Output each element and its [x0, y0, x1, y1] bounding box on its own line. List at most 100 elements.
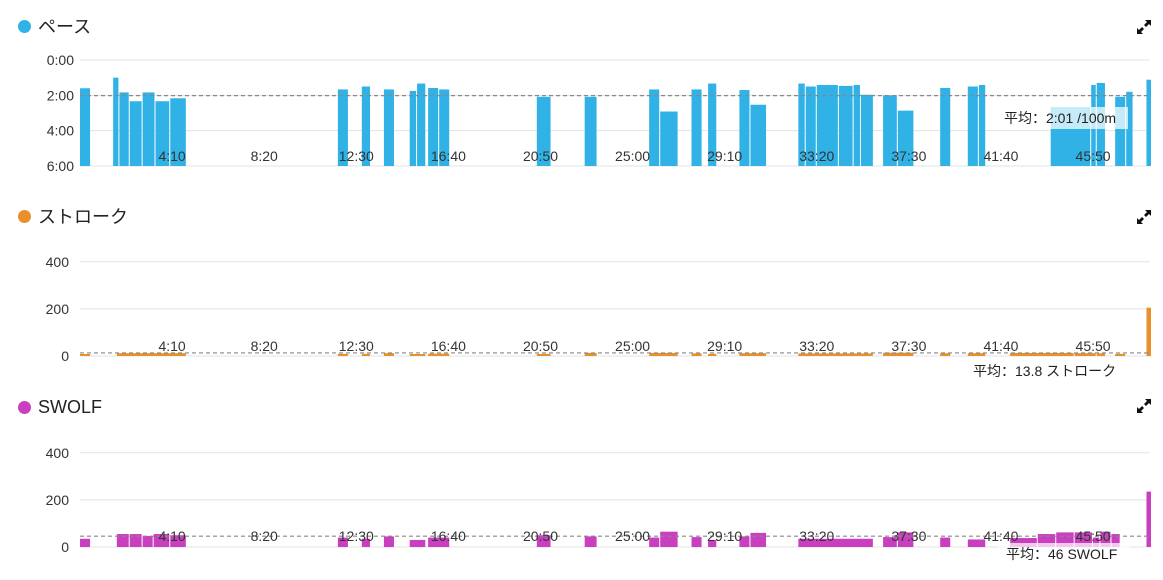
bar	[383, 89, 394, 166]
x-tick-label: 4:10	[158, 148, 185, 164]
x-tick-label: 12:30	[339, 148, 374, 164]
bar	[170, 98, 186, 166]
x-tick-label: 4:10	[158, 338, 185, 354]
bar	[798, 538, 873, 547]
bar	[853, 85, 860, 166]
bar	[940, 87, 951, 166]
bar	[409, 90, 417, 166]
x-tick-label: 41:40	[983, 148, 1018, 164]
bar	[883, 352, 914, 356]
y-tick-label: 2:00	[47, 87, 74, 103]
x-tick-label: 12:30	[339, 528, 374, 544]
x-tick-label: 8:20	[251, 528, 278, 544]
average-label-box	[998, 543, 1130, 565]
x-tick-label: 45:50	[1076, 148, 1111, 164]
bar	[967, 86, 978, 166]
bar	[536, 96, 551, 166]
bar	[967, 353, 986, 356]
bar	[153, 534, 170, 547]
bar	[584, 96, 597, 166]
x-tick-label: 25:00	[615, 528, 650, 544]
x-tick-label: 25:00	[615, 338, 650, 354]
bar	[428, 537, 450, 547]
x-tick-label: 29:10	[707, 338, 742, 354]
bar	[428, 87, 439, 166]
bar	[940, 537, 951, 547]
average-label: 平均：2:01 /100m	[1004, 110, 1116, 126]
bar	[649, 537, 660, 547]
x-tick-label: 37:30	[891, 528, 926, 544]
y-tick-label: 0	[61, 539, 69, 555]
bar	[691, 537, 702, 547]
y-tick-label: 0:00	[47, 52, 74, 68]
bar	[883, 95, 897, 166]
pace-legend-dot	[18, 19, 31, 33]
x-tick-label: 29:10	[707, 148, 742, 164]
expand-arrows-icon[interactable]	[1135, 208, 1153, 226]
swolf-legend-dot	[18, 400, 31, 414]
bar	[1115, 353, 1126, 356]
bar	[383, 353, 394, 356]
bar	[80, 88, 91, 166]
x-tick-label: 29:10	[707, 528, 742, 544]
average-label-box	[996, 107, 1128, 129]
bar	[417, 83, 426, 166]
y-tick-label: 200	[46, 301, 70, 317]
swolf-title: SWOLF	[38, 396, 103, 417]
bar	[428, 353, 450, 356]
expand-arrows-icon[interactable]	[1135, 18, 1153, 36]
x-tick-label: 33:20	[799, 528, 834, 544]
bar	[1010, 538, 1037, 547]
stroke-header: ストローク	[18, 204, 128, 228]
bar	[584, 352, 597, 356]
bar	[750, 104, 767, 166]
stroke-legend-dot	[18, 209, 31, 223]
bar	[1093, 537, 1100, 547]
bar	[739, 536, 750, 547]
bar	[1115, 96, 1126, 166]
bar	[1111, 534, 1120, 547]
bar	[142, 535, 153, 547]
y-tick-label: 0	[61, 348, 69, 364]
bar	[883, 537, 897, 547]
bar	[116, 353, 186, 356]
bar	[113, 77, 119, 166]
bar	[660, 111, 678, 166]
x-tick-label: 33:20	[799, 338, 834, 354]
bar	[536, 535, 551, 547]
bar	[660, 531, 678, 547]
bar	[691, 353, 702, 356]
x-tick-label: 20:50	[523, 528, 558, 544]
y-tick-label: 6:00	[47, 158, 74, 174]
x-tick-label: 16:40	[431, 528, 466, 544]
bar	[798, 83, 805, 166]
x-tick-label: 41:40	[983, 338, 1018, 354]
x-tick-label: 37:30	[891, 338, 926, 354]
y-tick-label: 400	[46, 254, 70, 270]
bar	[170, 535, 186, 547]
bar	[798, 353, 873, 356]
expand-arrows-icon[interactable]	[1135, 397, 1153, 415]
bar	[1146, 79, 1151, 166]
bar	[739, 90, 750, 166]
bar	[708, 539, 717, 547]
bar	[361, 353, 371, 356]
bar	[337, 89, 348, 166]
stroke-panel: ストローク 400 200 0 4:10 8:20 12:30 16:40 20:50 25:0…	[0, 204, 1163, 382]
swolf-header: SWOLF	[18, 395, 102, 419]
x-tick-label: 20:50	[523, 338, 558, 354]
swolf-chart: 400 200 0 4:10 8:20 12:30 16:40 20:50 25:00 29:10…	[46, 445, 1151, 565]
x-tick-label: 16:40	[431, 338, 466, 354]
bar	[409, 354, 426, 356]
x-tick-label: 33:20	[799, 148, 834, 164]
bar	[129, 101, 142, 166]
y-tick-label: 400	[46, 445, 70, 461]
bar	[361, 538, 371, 547]
bar	[750, 532, 767, 547]
bar	[1146, 491, 1151, 547]
x-tick-label: 45:50	[1076, 528, 1111, 544]
pace-panel: ペース 0:00 2:00 4:00 6:00 4:10 8:20 12:30 16:40 20…	[0, 14, 1163, 184]
bar	[129, 534, 142, 547]
pace-header: ペース	[18, 14, 91, 38]
bar	[838, 85, 853, 166]
